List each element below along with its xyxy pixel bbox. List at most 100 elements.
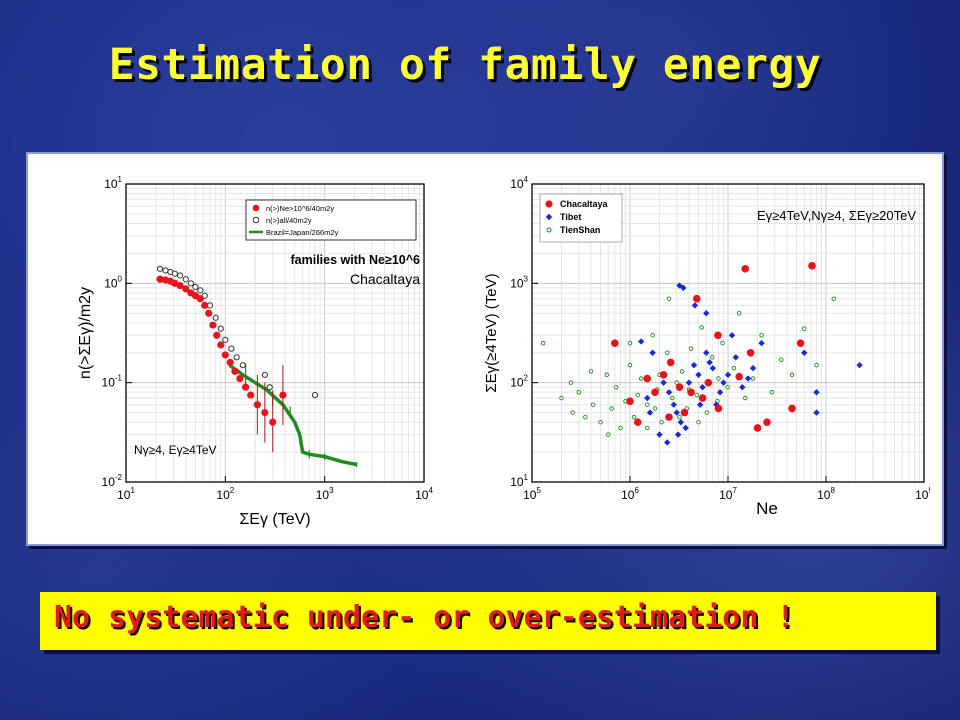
data-point-tibet — [670, 401, 678, 408]
data-point-all — [156, 265, 164, 272]
data-point-chacaltaya — [698, 394, 707, 402]
data-point-tienshan — [576, 390, 582, 395]
x-tick-label: 102 — [216, 486, 234, 502]
data-point-tibet — [660, 379, 667, 386]
data-point-tienshan — [570, 410, 575, 415]
y-axis-label: n(>ΣEγ)/m2y — [77, 287, 94, 379]
data-point-tienshan — [704, 410, 710, 415]
x-axis-label: Ne — [756, 499, 778, 518]
data-point-tienshan — [627, 340, 633, 346]
data-point-all — [171, 270, 178, 277]
data-point-tienshan — [665, 350, 670, 356]
data-point-all — [217, 325, 224, 332]
data-point-chacaltaya — [611, 339, 619, 347]
data-point-tibet — [646, 409, 654, 416]
data-point-tienshan — [725, 384, 730, 390]
data-point-chacaltaya — [704, 378, 713, 387]
data-point-tibet — [695, 371, 702, 379]
data-point-chacaltaya — [753, 424, 762, 432]
data-point-tibet — [685, 379, 693, 386]
data-point-tienshan — [627, 362, 633, 368]
data-point-ne-1e6 — [196, 295, 204, 303]
data-point-chacaltaya — [796, 339, 805, 347]
data-point-chacaltaya — [687, 388, 695, 397]
conclusion-banner: No systematic under- or over-estimation … — [40, 592, 936, 650]
data-point-ne-1e6 — [176, 281, 184, 290]
data-point-tienshan — [583, 414, 588, 420]
data-point-tienshan — [609, 406, 614, 411]
data-point-tibet — [739, 384, 746, 391]
data-point-tienshan — [750, 376, 756, 381]
legend-label: Chacaltaya — [560, 199, 609, 209]
legend-marker-tibet — [545, 213, 553, 221]
data-point-tibet — [644, 394, 651, 402]
data-point-all — [239, 362, 246, 369]
series-line-brazil-japan — [228, 363, 358, 467]
data-point-ne-1e6 — [236, 374, 244, 383]
data-point-tienshan — [598, 419, 603, 425]
data-point-tibet — [813, 409, 820, 416]
legend-marker-tienshan — [546, 227, 552, 233]
data-point-tienshan — [779, 357, 784, 363]
data-point-ne-1e6 — [231, 367, 239, 375]
data-point-chacaltaya — [788, 404, 796, 413]
data-point-ne-1e6 — [182, 285, 190, 293]
data-point-tienshan — [635, 392, 641, 398]
data-point-tibet — [665, 389, 673, 396]
data-point-tienshan — [674, 380, 680, 385]
x-tick-label: 107 — [719, 486, 737, 502]
y-tick-label: 101 — [510, 473, 528, 489]
data-point-tibet — [813, 389, 820, 396]
data-point-tibet — [744, 375, 752, 382]
data-point-tibet — [699, 384, 706, 391]
data-point-all — [182, 276, 189, 283]
data-point-ne-1e6 — [156, 275, 164, 283]
data-point-tienshan — [638, 376, 644, 381]
y-tick-label: 101 — [104, 175, 122, 191]
data-point-tienshan — [568, 380, 574, 385]
data-point-ne-1e6 — [226, 358, 234, 366]
data-point-tibet — [732, 354, 739, 361]
y-tick-label: 100 — [104, 274, 122, 290]
data-point-ne-1e6 — [242, 383, 250, 391]
data-point-chacaltaya — [626, 397, 634, 406]
data-point-tienshan — [694, 392, 700, 398]
data-point-tibet — [703, 349, 710, 356]
x-tick-label: 103 — [316, 486, 334, 502]
annotation-cuts: Eγ≥4TeV,Nγ≥4, ΣEγ≥20TeV — [757, 208, 916, 223]
data-point-tienshan — [604, 372, 610, 378]
data-point-chacaltaya — [714, 331, 722, 340]
data-point-chacaltaya — [633, 418, 642, 426]
data-point-tienshan — [613, 384, 619, 390]
data-point-tienshan — [699, 325, 705, 330]
data-point-ne-1e6 — [279, 391, 287, 399]
data-point-tibet — [749, 364, 757, 372]
data-point-ne-1e6 — [217, 341, 225, 349]
data-point-ne-1e6 — [247, 391, 255, 399]
data-point-tibet — [673, 409, 680, 416]
data-point-chacaltaya — [808, 262, 816, 270]
legend-label: n(>)all/40m2y — [266, 216, 312, 225]
data-point-tienshan — [814, 362, 819, 368]
plot-frame — [125, 183, 425, 483]
y-tick-label: 104 — [510, 175, 528, 191]
data-point-tienshan — [618, 425, 623, 431]
data-point-tibet — [637, 338, 645, 345]
conclusion-text: No systematic under- or over-estimation … — [54, 600, 795, 635]
data-point-tienshan — [659, 419, 664, 425]
data-point-tienshan — [540, 340, 546, 346]
data-point-chacaltaya — [659, 371, 668, 379]
data-point-tienshan — [645, 402, 650, 407]
data-point-tienshan — [743, 395, 748, 401]
data-point-tienshan — [631, 414, 637, 420]
data-point-chacaltaya — [714, 404, 723, 413]
data-point-tienshan — [666, 296, 672, 301]
data-point-tienshan — [688, 346, 694, 351]
data-point-tibet — [709, 364, 717, 372]
legend-label: Brazil=Japan/266m2y — [266, 228, 339, 237]
annotation-cuts: Nγ≥4, Eγ≥4TeV — [134, 443, 217, 457]
data-point-all — [176, 272, 184, 279]
data-point-tibet — [677, 418, 685, 426]
cumulative-energy-chart: 101 102 103 104 10-2 10-1 100 101 ΣEγ (TeV) n(>ΣE… — [77, 175, 433, 528]
data-point-tibet — [690, 361, 698, 369]
